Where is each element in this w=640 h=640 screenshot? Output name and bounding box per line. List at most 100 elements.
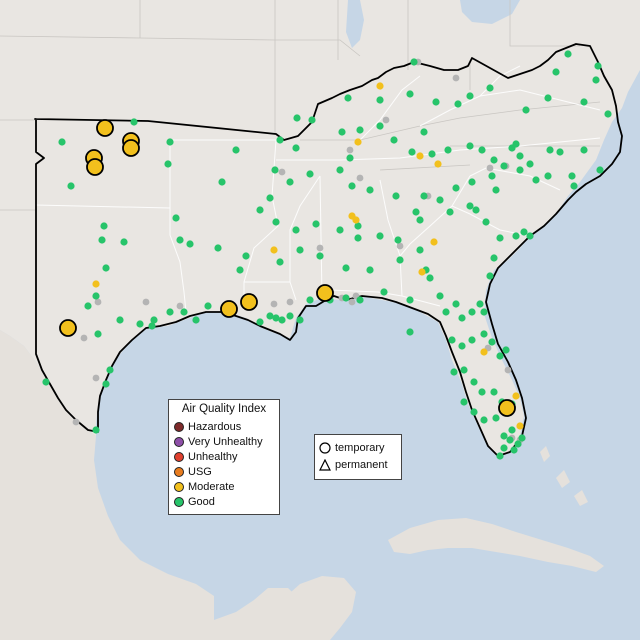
site-marker-good[interactable] — [406, 328, 414, 336]
site-marker-no-data[interactable] — [356, 174, 364, 182]
site-marker-good[interactable] — [394, 236, 402, 244]
site-marker-good[interactable] — [278, 316, 286, 324]
site-marker-good[interactable] — [420, 128, 428, 136]
site-marker-good[interactable] — [292, 226, 300, 234]
site-marker-good[interactable] — [460, 366, 468, 374]
site-marker-good[interactable] — [490, 156, 498, 164]
site-marker-good[interactable] — [502, 346, 510, 354]
site-marker-good[interactable] — [172, 214, 180, 222]
site-marker-good[interactable] — [426, 274, 434, 282]
site-marker-good[interactable] — [454, 100, 462, 108]
site-marker-good[interactable] — [544, 94, 552, 102]
site-marker-good[interactable] — [376, 122, 384, 130]
site-marker-good[interactable] — [338, 128, 346, 136]
site-marker-no-data[interactable] — [396, 242, 404, 250]
site-marker-good[interactable] — [166, 138, 174, 146]
site-marker-moderate[interactable] — [416, 152, 424, 160]
site-marker-good[interactable] — [520, 228, 528, 236]
site-marker-good[interactable] — [552, 68, 560, 76]
site-marker-good[interactable] — [94, 330, 102, 338]
site-marker-good[interactable] — [266, 194, 274, 202]
site-marker-good[interactable] — [506, 436, 514, 444]
site-marker-moderate[interactable] — [352, 216, 360, 224]
site-marker-good[interactable] — [458, 314, 466, 322]
site-marker-good[interactable] — [496, 452, 504, 460]
site-marker-good[interactable] — [306, 170, 314, 178]
site-marker-good[interactable] — [532, 176, 540, 184]
site-marker-good[interactable] — [500, 444, 508, 452]
site-marker-moderate[interactable] — [270, 246, 278, 254]
site-marker-good[interactable] — [380, 288, 388, 296]
site-marker-good[interactable] — [466, 202, 474, 210]
site-marker-good[interactable] — [406, 90, 414, 98]
site-marker-good[interactable] — [444, 146, 452, 154]
site-marker-good[interactable] — [406, 296, 414, 304]
site-marker-good[interactable] — [376, 96, 384, 104]
site-marker-good[interactable] — [286, 312, 294, 320]
site-marker-good[interactable] — [354, 234, 362, 242]
site-marker-good[interactable] — [436, 292, 444, 300]
site-marker-good[interactable] — [448, 336, 456, 344]
site-marker-good[interactable] — [452, 300, 460, 308]
site-marker-good[interactable] — [366, 266, 374, 274]
site-marker-good[interactable] — [480, 330, 488, 338]
site-marker-moderate[interactable] — [376, 82, 384, 90]
site-marker-no-data[interactable] — [80, 334, 88, 342]
site-marker-good[interactable] — [256, 318, 264, 326]
site-marker-good[interactable] — [478, 388, 486, 396]
site-marker-good[interactable] — [420, 192, 428, 200]
site-marker-good[interactable] — [488, 338, 496, 346]
site-marker-good[interactable] — [306, 296, 314, 304]
site-marker-good[interactable] — [392, 192, 400, 200]
site-marker-good[interactable] — [293, 114, 301, 122]
site-marker-good[interactable] — [508, 426, 516, 434]
site-marker-good[interactable] — [92, 426, 100, 434]
site-marker-good[interactable] — [460, 398, 468, 406]
site-marker-good[interactable] — [466, 142, 474, 150]
site-marker-good[interactable] — [468, 178, 476, 186]
site-marker-good[interactable] — [266, 312, 274, 320]
site-marker-good[interactable] — [271, 166, 279, 174]
site-marker-good[interactable] — [500, 432, 508, 440]
site-marker-no-data[interactable] — [278, 168, 286, 176]
site-marker-moderate[interactable] — [512, 392, 520, 400]
site-marker-good[interactable] — [410, 58, 418, 66]
site-marker-good[interactable] — [514, 440, 522, 448]
site-marker-no-data[interactable] — [346, 146, 354, 154]
site-marker-good[interactable] — [544, 172, 552, 180]
site-marker-good[interactable] — [416, 246, 424, 254]
site-marker-good[interactable] — [512, 232, 520, 240]
site-marker-good[interactable] — [490, 254, 498, 262]
site-marker-good[interactable] — [478, 146, 486, 154]
site-marker-good[interactable] — [468, 336, 476, 344]
site-marker-no-data[interactable] — [504, 366, 512, 374]
site-marker-good[interactable] — [592, 76, 600, 84]
site-marker-no-data[interactable] — [348, 298, 356, 306]
site-marker-good[interactable] — [348, 182, 356, 190]
site-marker-good[interactable] — [316, 252, 324, 260]
site-marker-good[interactable] — [272, 218, 280, 226]
site-marker-good[interactable] — [120, 238, 128, 246]
temporary-site-marker-moderate[interactable] — [96, 119, 114, 137]
site-marker-good[interactable] — [604, 110, 612, 118]
site-marker-good[interactable] — [214, 244, 222, 252]
site-marker-good[interactable] — [510, 446, 518, 454]
site-marker-good[interactable] — [166, 308, 174, 316]
site-marker-good[interactable] — [466, 92, 474, 100]
temporary-site-marker-moderate[interactable] — [498, 399, 516, 417]
site-marker-good[interactable] — [580, 98, 588, 106]
site-marker-moderate[interactable] — [354, 138, 362, 146]
site-marker-good[interactable] — [488, 172, 496, 180]
site-marker-no-data[interactable] — [270, 300, 278, 308]
temporary-site-marker-moderate[interactable] — [240, 293, 258, 311]
site-marker-good[interactable] — [98, 236, 106, 244]
site-marker-good[interactable] — [376, 232, 384, 240]
site-marker-good[interactable] — [486, 84, 494, 92]
site-marker-good[interactable] — [84, 302, 92, 310]
site-marker-good[interactable] — [192, 316, 200, 324]
site-marker-no-data[interactable] — [72, 418, 80, 426]
site-marker-good[interactable] — [344, 94, 352, 102]
site-marker-good[interactable] — [58, 138, 66, 146]
site-marker-good[interactable] — [436, 196, 444, 204]
